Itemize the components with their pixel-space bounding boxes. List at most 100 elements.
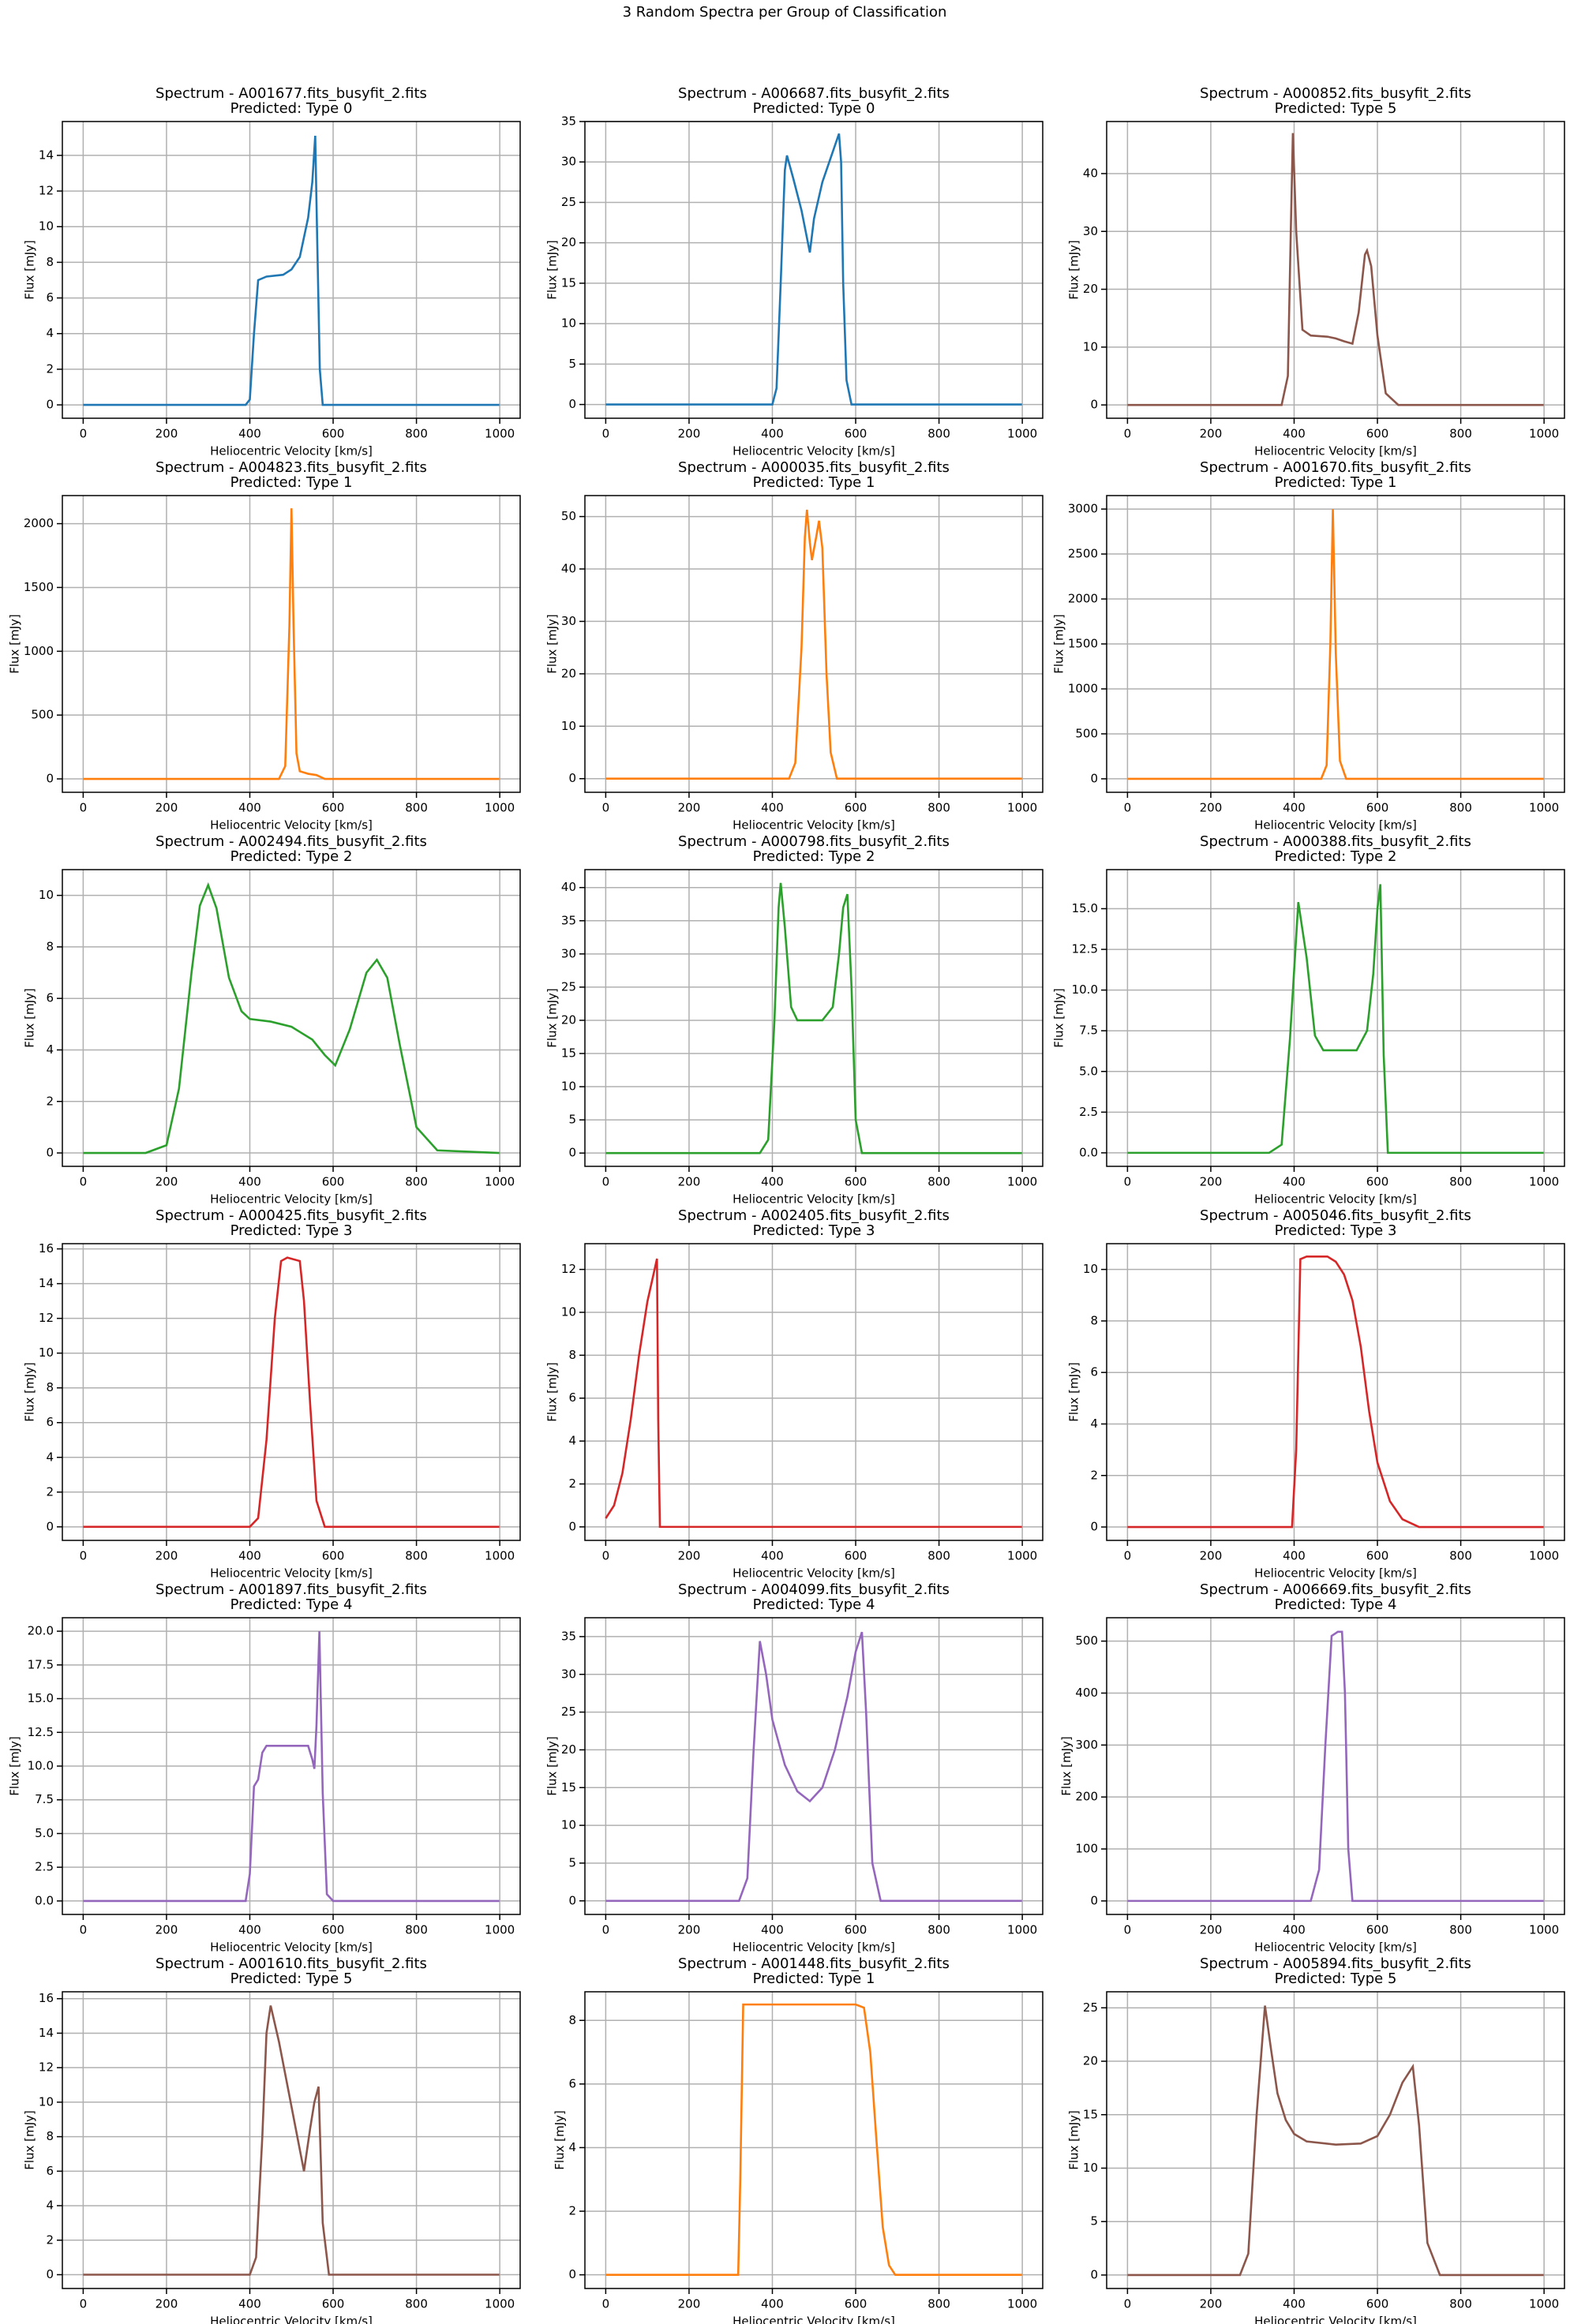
y-tick-label: 17.5 xyxy=(28,1657,54,1671)
y-tick-label: 15.0 xyxy=(1072,901,1098,915)
subplot-title: Spectrum - A005046.fits_busyfit_2.fits xyxy=(1200,1207,1471,1224)
y-tick-label: 400 xyxy=(1075,1686,1098,1700)
subplot-subtitle: Predicted: Type 0 xyxy=(753,100,875,117)
subplot-title: Spectrum - A004823.fits_busyfit_2.fits xyxy=(156,459,427,476)
axes-frame xyxy=(1106,121,1565,419)
x-tick-label: 200 xyxy=(156,1175,178,1189)
y-tick-label: 5 xyxy=(568,1113,576,1127)
y-tick-label: 1000 xyxy=(1068,681,1098,695)
y-tick-label: 6 xyxy=(1090,1365,1098,1379)
subplot-title: Spectrum - A001670.fits_busyfit_2.fits xyxy=(1200,459,1471,476)
x-tick-label: 800 xyxy=(405,1923,428,1937)
axes-frame xyxy=(584,1243,1044,1541)
x-tick-label: 1000 xyxy=(1007,1549,1037,1563)
x-tick-label: 400 xyxy=(761,1175,784,1189)
y-tick-label: 8 xyxy=(568,2013,576,2027)
y-axis-label: Flux [mJy] xyxy=(23,2110,37,2170)
x-tick-label: 800 xyxy=(405,427,428,441)
y-tick-label: 0 xyxy=(568,771,576,785)
x-tick-label: 0 xyxy=(80,427,88,441)
y-tick-label: 10 xyxy=(561,719,576,733)
y-tick-label: 2.5 xyxy=(35,1860,54,1874)
x-tick-label: 800 xyxy=(405,801,428,815)
x-tick-label: 1000 xyxy=(485,1549,515,1563)
y-axis-label: Flux [mJy] xyxy=(23,240,37,300)
subplot-subtitle: Predicted: Type 2 xyxy=(753,848,875,865)
x-axis-label: Heliocentric Velocity [km/s] xyxy=(1254,1940,1417,1955)
x-tick-label: 400 xyxy=(1283,1175,1306,1189)
x-tick-label: 600 xyxy=(322,427,345,441)
x-tick-label: 0 xyxy=(1124,801,1132,815)
x-tick-label: 1000 xyxy=(485,1923,515,1937)
x-axis-label: Heliocentric Velocity [km/s] xyxy=(1254,1566,1417,1581)
y-tick-label: 20 xyxy=(561,1742,576,1757)
y-tick-label: 8 xyxy=(46,2129,54,2143)
y-tick-label: 35 xyxy=(561,913,576,927)
y-tick-label: 8 xyxy=(46,939,54,953)
y-tick-label: 2 xyxy=(46,2232,54,2247)
y-tick-label: 2 xyxy=(46,1484,54,1499)
x-tick-label: 600 xyxy=(845,2297,867,2311)
axes-frame xyxy=(584,495,1044,793)
y-tick-label: 0 xyxy=(1090,1520,1098,1534)
x-tick-label: 400 xyxy=(238,427,261,441)
spectrum-line xyxy=(1127,1630,1544,1903)
subplot-subtitle: Predicted: Type 3 xyxy=(753,1222,875,1239)
y-tick-label: 10 xyxy=(39,1345,54,1360)
axes-frame xyxy=(584,1991,1044,2289)
y-tick-label: 4 xyxy=(46,2199,54,2213)
spectrum-line xyxy=(1127,1256,1544,1529)
spectrum-line xyxy=(83,1256,500,1529)
y-tick-label: 5 xyxy=(568,357,576,371)
spectrum-line xyxy=(605,882,1022,1155)
y-tick-label: 0 xyxy=(46,1146,54,1160)
y-tick-label: 20 xyxy=(561,666,576,680)
x-tick-label: 1000 xyxy=(485,801,515,815)
y-axis-label: Flux [mJy] xyxy=(8,1736,22,1796)
y-tick-label: 7.5 xyxy=(35,1792,54,1806)
y-tick-label: 5.0 xyxy=(35,1826,54,1840)
x-tick-label: 800 xyxy=(1449,1923,1472,1937)
y-tick-label: 0 xyxy=(1090,771,1098,785)
spectrum-line xyxy=(605,2003,1022,2276)
y-tick-label: 2500 xyxy=(1068,547,1098,561)
subplot-title: Spectrum - A001897.fits_busyfit_2.fits xyxy=(156,1581,427,1598)
y-tick-label: 0.0 xyxy=(35,1893,54,1907)
y-tick-label: 15 xyxy=(561,1046,576,1061)
x-tick-label: 200 xyxy=(678,1175,701,1189)
y-tick-label: 10.0 xyxy=(28,1759,54,1773)
y-tick-label: 2 xyxy=(568,1476,576,1491)
x-axis-label: Heliocentric Velocity [km/s] xyxy=(1254,1192,1417,1207)
x-tick-label: 400 xyxy=(761,1923,784,1937)
subplot-subtitle: Predicted: Type 3 xyxy=(1275,1222,1397,1239)
y-tick-label: 4 xyxy=(568,2140,576,2154)
axes-frame xyxy=(62,1243,521,1541)
y-tick-label: 8 xyxy=(568,1348,576,1362)
y-tick-label: 500 xyxy=(1075,1634,1098,1648)
y-tick-label: 4 xyxy=(46,1450,54,1464)
y-tick-label: 0 xyxy=(568,397,576,411)
x-tick-label: 600 xyxy=(322,1923,345,1937)
x-tick-label: 600 xyxy=(845,1175,867,1189)
x-tick-label: 0 xyxy=(1124,1175,1132,1189)
x-axis-label: Heliocentric Velocity [km/s] xyxy=(210,818,373,833)
y-tick-label: 35 xyxy=(561,114,576,129)
y-tick-label: 12.5 xyxy=(28,1725,54,1739)
y-tick-label: 0.0 xyxy=(1079,1145,1098,1159)
spectrum-line xyxy=(1127,133,1544,406)
x-tick-label: 800 xyxy=(405,2297,428,2311)
y-tick-label: 30 xyxy=(561,155,576,169)
spectrum-line xyxy=(605,133,1022,406)
subplot-title: Spectrum - A006687.fits_busyfit_2.fits xyxy=(678,85,950,102)
subplot-subtitle: Predicted: Type 1 xyxy=(753,474,875,491)
y-tick-label: 10 xyxy=(39,888,54,902)
x-tick-label: 200 xyxy=(678,1549,701,1563)
x-tick-label: 200 xyxy=(678,801,701,815)
x-tick-label: 1000 xyxy=(1529,2297,1559,2311)
x-tick-label: 200 xyxy=(156,1549,178,1563)
y-tick-label: 0 xyxy=(568,1893,576,1907)
y-axis-label: Flux [mJy] xyxy=(1059,1736,1074,1796)
x-tick-label: 400 xyxy=(1283,801,1306,815)
x-tick-label: 200 xyxy=(156,2297,178,2311)
